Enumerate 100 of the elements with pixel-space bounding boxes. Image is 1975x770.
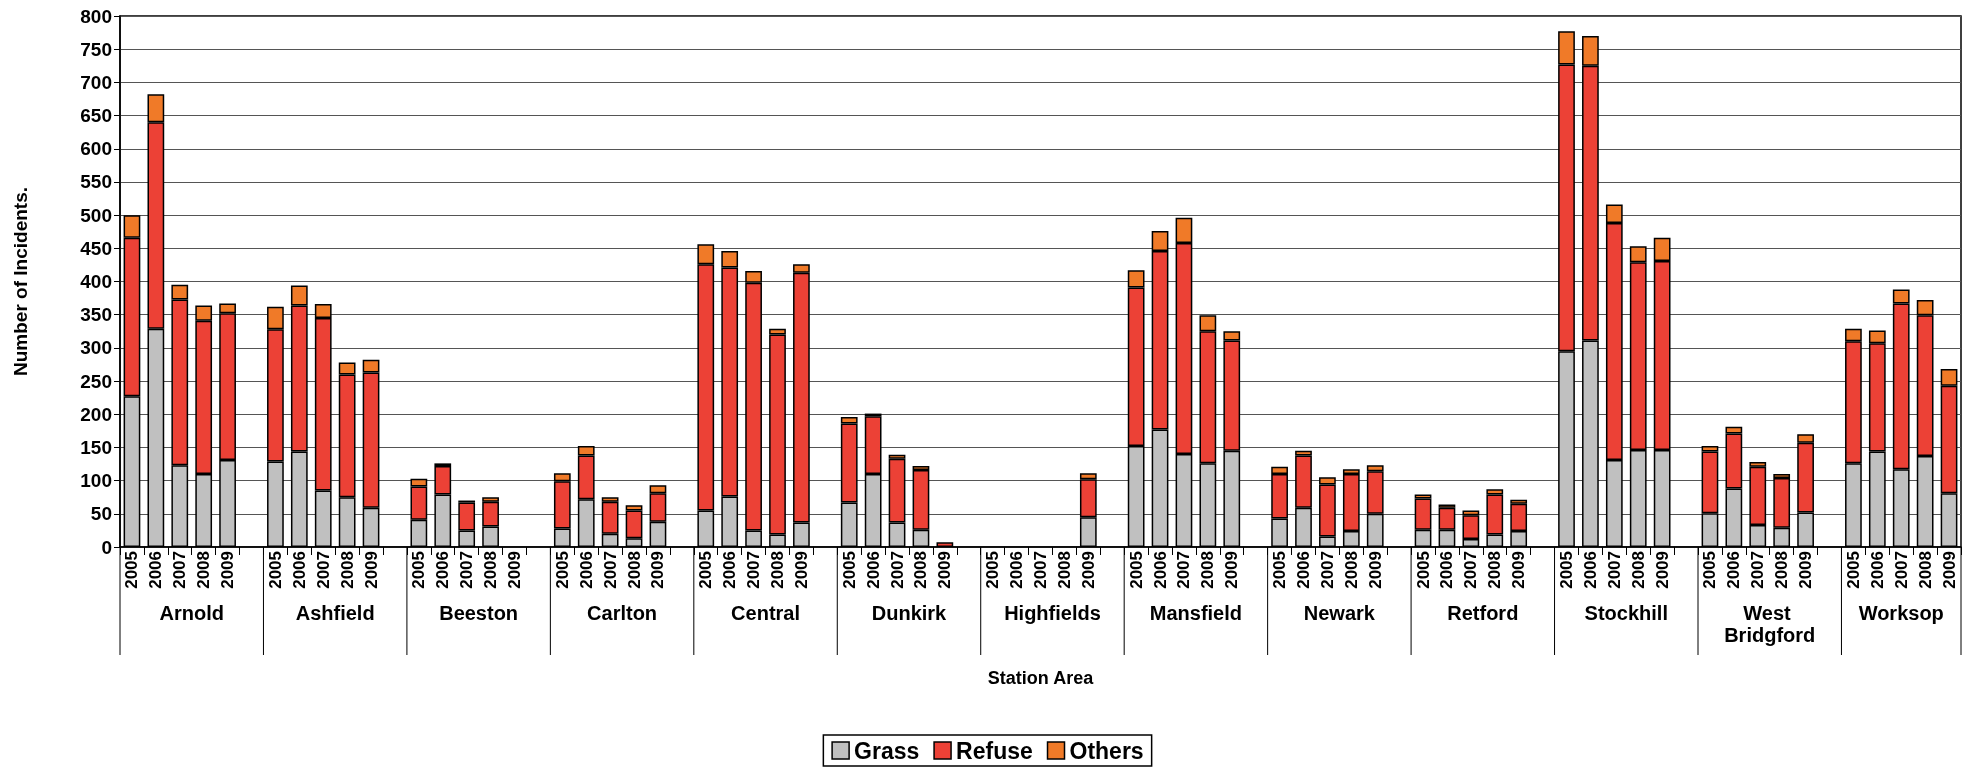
text: Carlton [587, 602, 658, 624]
x-tick-label: 2007 [1461, 551, 1481, 589]
text: Mansfield [1149, 602, 1243, 624]
x-tick-label: 2007 [1174, 551, 1194, 589]
y-tick-label: 150 [80, 436, 112, 458]
x-tick-label: 2008 [1628, 551, 1648, 589]
x-tick-label: 2006 [433, 551, 453, 589]
x-tick-label: 2005 [1700, 551, 1720, 589]
y-tick-label: 300 [80, 337, 112, 359]
x-tick-label: 2008 [1772, 551, 1792, 589]
x-axis-title: Station Area [987, 668, 1095, 688]
x-tick-label: 2009 [361, 551, 381, 589]
legend-label: Grass [854, 737, 920, 764]
x-tick-label: 2009 [1222, 551, 1242, 589]
x-tick-label: 2009 [1652, 551, 1672, 589]
text: Ashfield [295, 602, 375, 624]
x-tick-label: 2006 [1007, 551, 1027, 589]
text: West Bridgford [1724, 602, 1816, 646]
x-tick-label: 2007 [887, 551, 907, 589]
y-tick-label: 0 [101, 536, 112, 558]
y-tick-label: 100 [80, 470, 112, 492]
y-tick-label: 800 [80, 5, 112, 27]
x-tick-label: 2005 [552, 551, 572, 589]
y-tick-label: 600 [80, 138, 112, 160]
text: Arnold [159, 602, 224, 624]
y-tick-label: 700 [80, 71, 112, 93]
x-tick-label: 2006 [1294, 551, 1313, 589]
text: Retford [1447, 602, 1519, 624]
y-tick-label: 50 [90, 503, 112, 525]
x-tick-label: 2006 [289, 551, 309, 589]
text: Worksop [1858, 602, 1944, 624]
x-tick-label: 2007 [457, 551, 477, 589]
x-tick-label: 2009 [218, 551, 238, 589]
x-tick-label: 2008 [1198, 551, 1218, 589]
x-tick-label: 2006 [1150, 551, 1170, 589]
x-tick-label: 2009 [1365, 551, 1385, 589]
x-tick-label: 2005 [409, 551, 429, 589]
x-tick-label: 2007 [1031, 551, 1050, 589]
x-tick-label: 2005 [122, 551, 142, 589]
x-tick-label: 2006 [1724, 551, 1744, 589]
x-tick-label: 2007 [600, 551, 620, 589]
x-tick-label: 2005 [1557, 551, 1576, 589]
x-tick-label: 2005 [839, 551, 859, 589]
x-tick-label: 2009 [648, 551, 668, 589]
x-tick-label: 2009 [1939, 551, 1959, 589]
x-tick-label: 2007 [313, 551, 333, 589]
x-tick-label: 2005 [265, 551, 285, 589]
x-tick-label: 2009 [791, 551, 811, 589]
y-tick-label: 250 [80, 370, 112, 392]
text: Newark [1303, 602, 1376, 624]
x-tick-label: 2007 [1748, 551, 1768, 589]
x-tick-label: 2008 [1915, 551, 1935, 589]
x-tick-label: 2007 [1317, 551, 1337, 589]
x-tick-label: 2008 [194, 551, 214, 589]
y-tick-label: 500 [80, 204, 112, 226]
x-tick-label: 2006 [720, 551, 740, 589]
x-tick-label: 2006 [146, 551, 166, 589]
y-tick-label: 650 [80, 105, 112, 127]
x-tick-label: 2007 [170, 551, 190, 589]
y-tick-label: 750 [80, 38, 112, 60]
x-tick-label: 2006 [576, 551, 596, 589]
legend-label: Refuse [956, 737, 1033, 764]
text: Highfields [1004, 602, 1101, 624]
x-tick-label: 2007 [1604, 551, 1624, 589]
x-tick-label: 2008 [481, 551, 501, 589]
x-tick-label: 2009 [1796, 551, 1816, 589]
x-tick-label: 2008 [911, 551, 931, 589]
x-tick-label: 2005 [1126, 551, 1146, 589]
x-tick-label: 2005 [1270, 551, 1290, 589]
x-tick-label: 2008 [768, 551, 787, 589]
y-tick-label: 200 [80, 403, 112, 425]
x-tick-label: 2009 [505, 551, 524, 589]
text: Central [731, 602, 800, 624]
x-tick-label: 2007 [1891, 551, 1911, 589]
x-tick-label: 2007 [744, 551, 764, 589]
y-tick-label: 350 [80, 304, 112, 326]
x-tick-label: 2006 [1580, 551, 1600, 589]
y-tick-label: 450 [80, 237, 112, 259]
y-tick-label: 550 [80, 171, 112, 193]
x-tick-label: 2009 [935, 551, 955, 589]
x-tick-label: 2009 [1509, 551, 1529, 589]
x-tick-label: 2006 [1867, 551, 1887, 589]
text: Beeston [439, 602, 519, 624]
x-tick-label: 2006 [863, 551, 883, 589]
x-tick-label: 2005 [983, 551, 1003, 589]
text: Stockhill [1584, 602, 1668, 624]
x-tick-label: 2008 [337, 551, 357, 589]
y-tick-label: 400 [80, 271, 112, 292]
x-tick-label: 2006 [1437, 551, 1457, 589]
x-tick-label: 2005 [696, 551, 716, 589]
x-tick-label: 2008 [624, 551, 644, 589]
y-axis-title: Number of Incidents. [10, 187, 31, 376]
x-tick-label: 2008 [1341, 551, 1361, 589]
x-tick-label: 2005 [1843, 551, 1863, 589]
legend-label: Others [1069, 737, 1144, 764]
x-tick-label: 2008 [1485, 551, 1505, 589]
x-tick-label: 2005 [1413, 551, 1433, 589]
x-tick-label: 2008 [1054, 551, 1074, 589]
text: Dunkirk [871, 602, 948, 624]
x-tick-label: 2009 [1078, 551, 1098, 589]
